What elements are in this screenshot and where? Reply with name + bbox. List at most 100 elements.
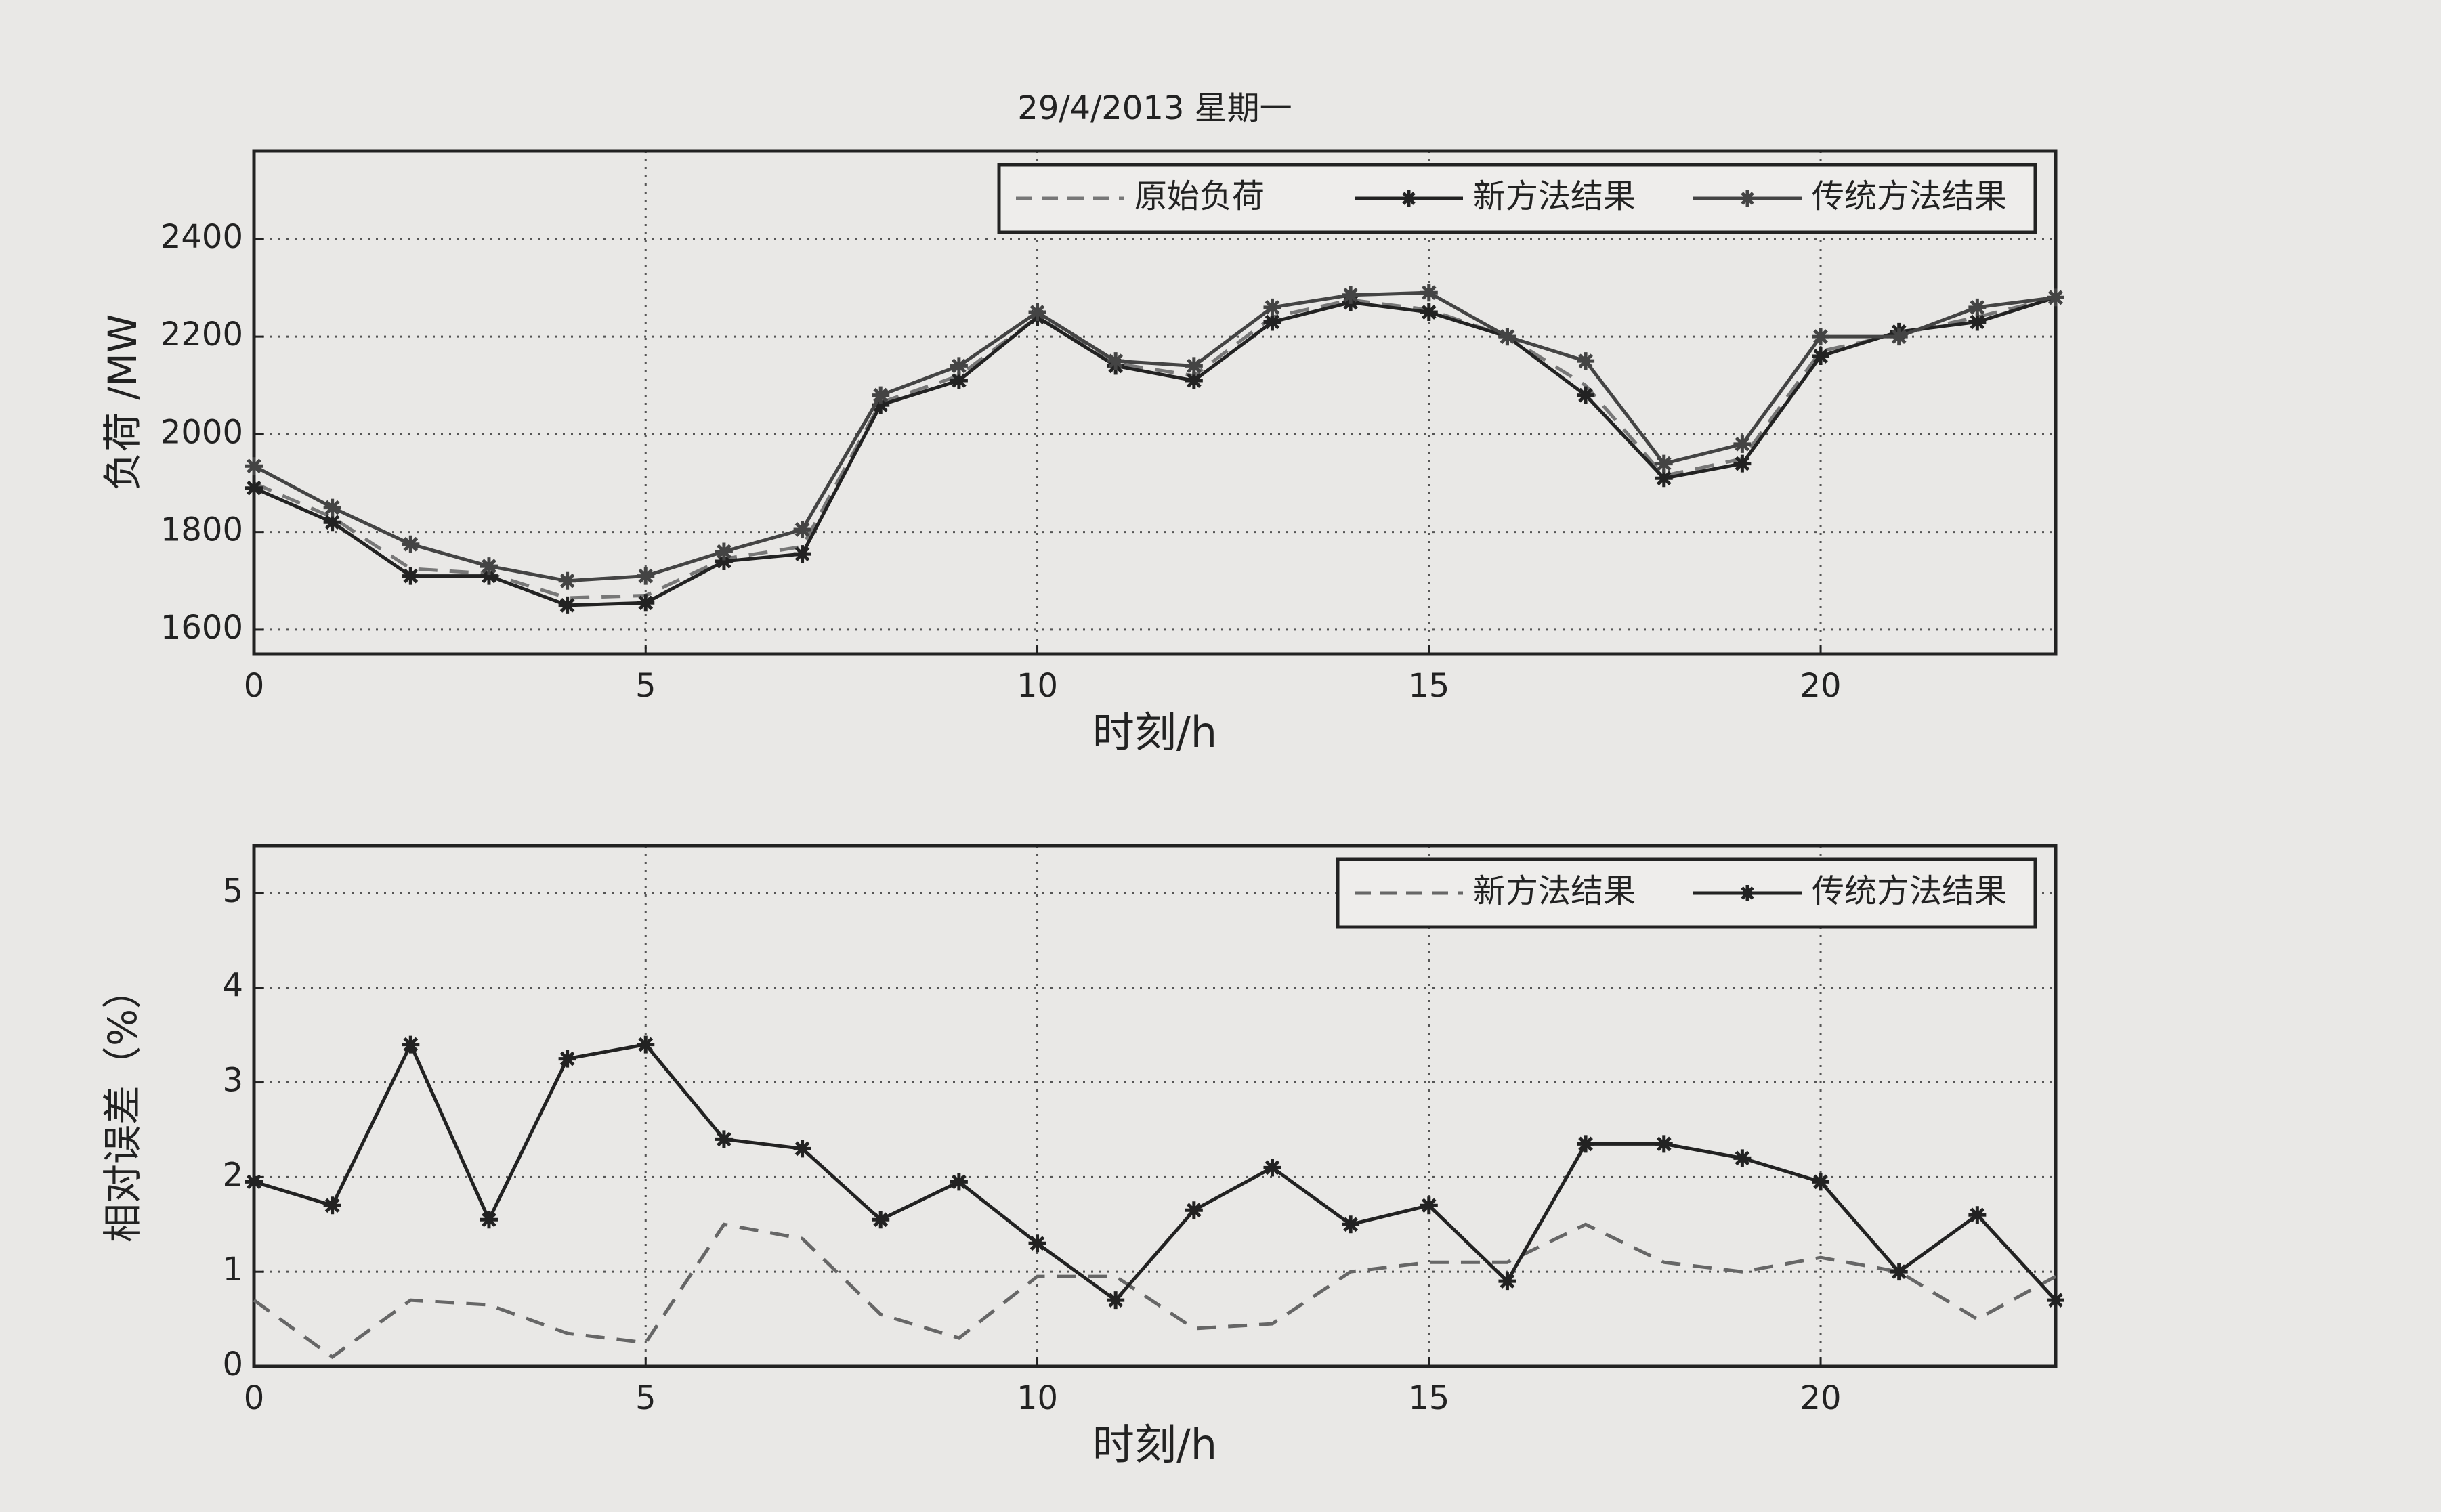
marker (637, 567, 655, 585)
marker (1107, 1291, 1125, 1310)
x-axis-label: 时刻/h (1092, 708, 1217, 757)
marker (1968, 298, 1987, 316)
marker (793, 1140, 811, 1158)
marker (872, 386, 890, 404)
marker (402, 567, 420, 585)
x-tick-label: 0 (244, 667, 265, 705)
y-tick-label: 2000 (161, 413, 243, 451)
legend-box (997, 163, 2037, 234)
marker (2047, 288, 2064, 307)
marker (1577, 386, 1595, 404)
legend-marker (1401, 190, 1417, 207)
marker (1733, 435, 1752, 453)
plot-frame (252, 844, 2058, 1368)
legend-label: 传统方法结果 (1812, 872, 2007, 910)
marker (872, 1211, 890, 1229)
legend-marker (1739, 885, 1756, 901)
y-tick-label: 1 (222, 1251, 243, 1289)
marker (1812, 328, 1830, 346)
marker (1890, 328, 1908, 346)
chart-title: 29/4/2013 星期一 (1017, 89, 1292, 127)
marker (950, 372, 968, 390)
marker (1812, 347, 1830, 365)
y-tick-label: 4 (222, 967, 243, 1005)
marker (1263, 298, 1281, 316)
marker (637, 1035, 655, 1054)
x-tick-label: 20 (1800, 667, 1842, 705)
legend-label: 传统方法结果 (1812, 177, 2007, 215)
series-line (253, 296, 2056, 607)
y-tick-label: 0 (222, 1345, 243, 1383)
marker (1577, 1135, 1595, 1153)
marker (1028, 1234, 1046, 1253)
legend-label: 新方法结果 (1473, 872, 1636, 910)
legend-marker (1739, 190, 1756, 207)
marker (1498, 1272, 1516, 1291)
marker (715, 1130, 733, 1148)
marker (1185, 1201, 1203, 1219)
x-tick-label: 15 (1408, 1379, 1449, 1417)
marker (480, 557, 498, 576)
x-tick-label: 5 (635, 1379, 656, 1417)
marker (1968, 1206, 1987, 1224)
marker (1420, 303, 1438, 322)
series-line (253, 290, 2056, 583)
y-tick-label: 2200 (161, 316, 243, 353)
x-tick-label: 10 (1017, 1379, 1058, 1417)
x-tick-label: 20 (1800, 1379, 1842, 1417)
marker (1107, 352, 1125, 370)
plot-frame (252, 149, 2058, 656)
marker (950, 357, 968, 375)
marker (793, 545, 811, 563)
marker (558, 571, 576, 590)
marker (1498, 328, 1516, 346)
y-tick-label: 2400 (161, 218, 243, 256)
marker (1733, 454, 1752, 473)
marker (402, 1035, 420, 1054)
marker (1342, 286, 1360, 304)
marker (323, 1196, 341, 1215)
y-tick-label: 2 (222, 1156, 243, 1194)
marker (323, 498, 341, 517)
legend-label: 原始负荷 (1134, 177, 1265, 215)
marker (1342, 1215, 1360, 1234)
series-line (253, 1222, 2057, 1360)
marker (1420, 284, 1438, 302)
marker (402, 535, 420, 553)
marker (637, 594, 655, 612)
marker (480, 567, 498, 585)
y-tick-label: 3 (222, 1062, 243, 1100)
marker (1655, 469, 1673, 488)
marker (1655, 454, 1673, 473)
marker (2047, 1291, 2064, 1310)
legend-box (1336, 857, 2037, 929)
marker (1185, 372, 1203, 390)
x-tick-label: 5 (635, 667, 656, 705)
y-axis-label: 负荷 /MW (100, 314, 146, 491)
marker (1733, 1149, 1752, 1167)
marker (1890, 1263, 1908, 1281)
marker (1185, 357, 1203, 375)
marker (1577, 352, 1595, 370)
marker (480, 1211, 498, 1229)
x-tick-label: 0 (244, 1379, 265, 1417)
marker (558, 596, 576, 614)
x-tick-label: 10 (1017, 667, 1058, 705)
marker (245, 1173, 263, 1191)
marker (872, 396, 890, 414)
marker (1655, 1135, 1673, 1153)
marker (1812, 1173, 1830, 1191)
marker (715, 542, 733, 561)
marker (558, 1050, 576, 1068)
marker (1263, 1159, 1281, 1177)
marker (1420, 1196, 1438, 1215)
marker (793, 521, 811, 539)
y-tick-label: 5 (222, 872, 243, 910)
marker (950, 1173, 968, 1191)
marker (1263, 313, 1281, 331)
x-tick-label: 15 (1408, 667, 1449, 705)
y-tick-label: 1600 (161, 609, 243, 647)
marker (715, 552, 733, 570)
